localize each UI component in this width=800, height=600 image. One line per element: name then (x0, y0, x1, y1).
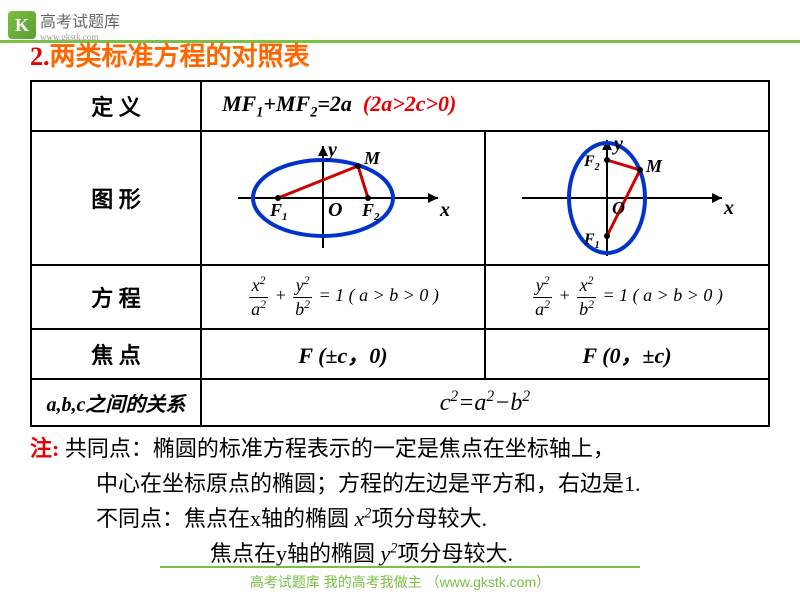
focus-horizontal: F (±c，0) (201, 329, 485, 379)
row-equation: 方 程 x2a2 + y2b2 = 1 ( a > b > 0 ) y2a2 +… (31, 265, 769, 329)
note-label: 注: (30, 436, 59, 461)
focus-vertical: F (0，±c) (485, 329, 769, 379)
footer-divider (160, 566, 640, 568)
logo-sub: www.gkstk.com (40, 32, 120, 42)
row-focus: 焦 点 F (±c，0) F (0，±c) (31, 329, 769, 379)
title-text: 两类标准方程的对照表 (50, 42, 310, 71)
def-label: 定 义 (31, 81, 201, 131)
row-definition: 定 义 MF1+MF2=2a (2a>2c>0) (31, 81, 769, 131)
note-text1: 共同点：椭圆的标准方程表示的一定是焦点在坐标轴上， (65, 436, 615, 461)
def-content: MF1+MF2=2a (2a>2c>0) (201, 81, 769, 131)
row-diagram: 图 形 F1 F2 O M y x (31, 131, 769, 265)
footer-text: 高考试题库 我的高考我做主 （www.gkstk.com） (0, 572, 800, 592)
diagram-vertical-ellipse: F2 F1 O M y x (485, 131, 769, 265)
note-text4a: 焦点在y轴的椭圆 (210, 541, 381, 566)
logo-bar: K 高考试题库 www.gkstk.com (8, 8, 120, 42)
note-line3: 不同点：焦点在x轴的椭圆 x2项分母较大. (30, 502, 770, 535)
def-condition: (2a>2c>0) (363, 91, 457, 116)
svg-text:y: y (612, 136, 623, 155)
eq1-cond: ( a > b > 0 ) (349, 285, 439, 305)
note-line1: 注: 共同点：椭圆的标准方程表示的一定是焦点在坐标轴上， (30, 432, 770, 465)
comparison-table: 定 义 MF1+MF2=2a (2a>2c>0) 图 形 F1 F2 O M y (30, 80, 770, 427)
svg-text:M: M (645, 156, 663, 176)
svg-text:O: O (328, 199, 342, 221)
row-relation: a,b,c之间的关系 c2=a2−b2 (31, 379, 769, 426)
diagram-horizontal-ellipse: F1 F2 O M y x (201, 131, 485, 265)
relation-label: a,b,c之间的关系 (31, 379, 201, 426)
note-line2: 中心在坐标原点的椭圆；方程的左边是平方和，右边是1. (30, 467, 770, 500)
notes-block: 注: 共同点：椭圆的标准方程表示的一定是焦点在坐标轴上， 中心在坐标原点的椭圆；… (30, 432, 770, 572)
ellipse-y-axis-svg: F2 F1 O M y x (512, 136, 742, 260)
eq-vertical: y2a2 + x2b2 = 1 ( a > b > 0 ) (485, 265, 769, 329)
svg-text:F2: F2 (583, 153, 600, 173)
logo-text: 高考试题库 (40, 14, 120, 31)
eq2-cond: ( a > b > 0 ) (633, 285, 723, 305)
svg-text:M: M (363, 148, 381, 168)
logo-text-wrap: 高考试题库 www.gkstk.com (40, 8, 120, 42)
svg-text:F2: F2 (361, 200, 380, 223)
note-text3a: 不同点：焦点在x轴的椭圆 (96, 506, 355, 531)
svg-text:x: x (723, 197, 734, 219)
focus-label: 焦 点 (31, 329, 201, 379)
logo-icon: K (8, 11, 36, 39)
eq-horizontal: x2a2 + y2b2 = 1 ( a > b > 0 ) (201, 265, 485, 329)
ellipse-x-axis-svg: F1 F2 O M y x (228, 138, 458, 258)
svg-text:y: y (326, 139, 337, 161)
title-number: 2. (30, 42, 50, 71)
eq-label: 方 程 (31, 265, 201, 329)
note-text4b: 项分母较大. (397, 541, 513, 566)
footer: 高考试题库 我的高考我做主 （www.gkstk.com） (0, 566, 800, 592)
svg-text:F1: F1 (269, 200, 288, 223)
relation-body: c2=a2−b2 (201, 379, 769, 426)
diagram-label: 图 形 (31, 131, 201, 265)
note-text3b: 项分母较大. (371, 506, 487, 531)
svg-text:O: O (612, 198, 625, 218)
svg-text:x: x (439, 199, 450, 221)
